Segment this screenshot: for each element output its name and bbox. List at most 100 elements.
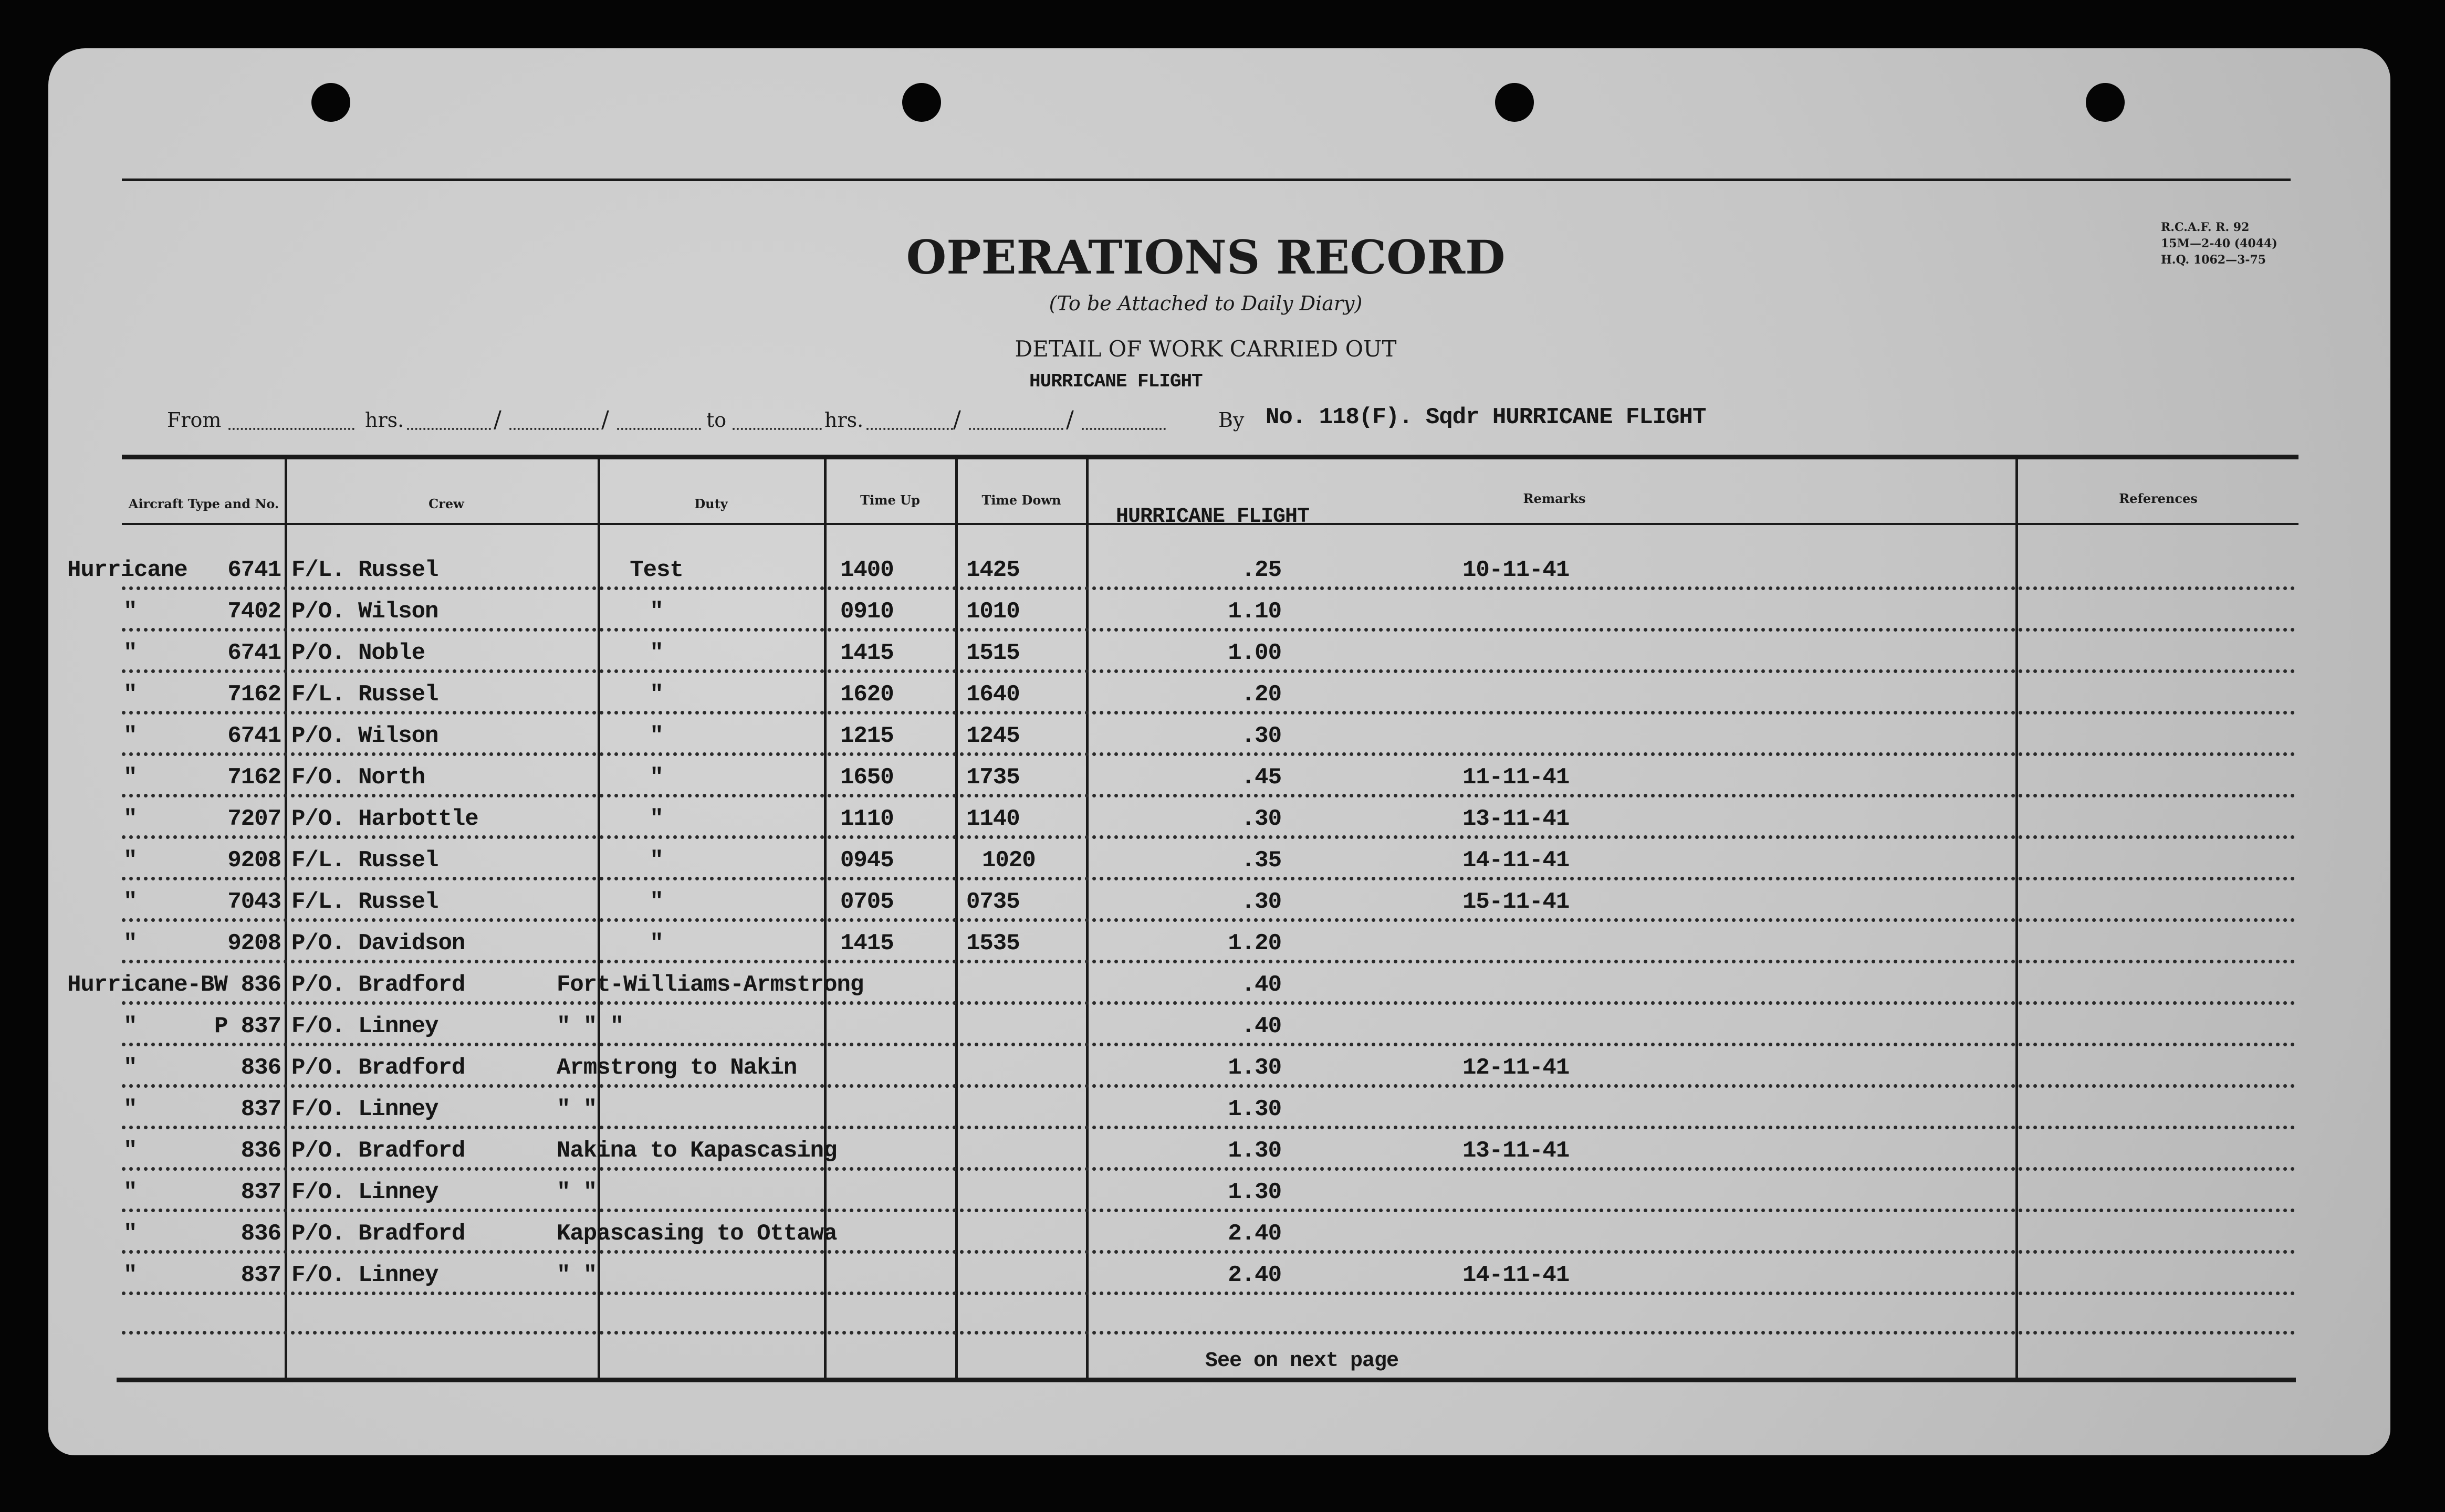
aircraft-type: " (123, 847, 137, 874)
remark-date: 12-11-41 (1462, 1055, 1570, 1081)
remarks-heading-typed: HURRICANE FLIGHT (1116, 505, 1310, 529)
row-dotted-line (122, 711, 2296, 715)
aircraft-number: 837 (241, 1096, 281, 1122)
aircraft-type: " (123, 1138, 137, 1164)
aircraft-type: Hurricane-BW (67, 972, 228, 998)
duty: " (650, 806, 663, 832)
row-dotted-line (122, 1084, 2296, 1088)
column-header-aircraft: Aircraft Type and No. (128, 496, 279, 511)
duty: " (650, 847, 663, 874)
time-up: 1415 (840, 930, 894, 957)
crew-member: P/O. Noble (291, 640, 425, 666)
aircraft-number: 7402 (227, 598, 281, 625)
from-label: From (167, 408, 222, 432)
punch-hole (1495, 83, 1534, 122)
crew-member: F/O. Linney (291, 1013, 438, 1040)
remark-date: 13-11-41 (1462, 806, 1570, 832)
flight-duration: .30 (1241, 723, 1282, 749)
punch-hole (311, 83, 350, 122)
route: " " (557, 1179, 597, 1205)
row-dotted-line (122, 794, 2296, 797)
row-dotted-line (122, 752, 2296, 756)
column-header-time-down: Time Down (981, 492, 1061, 508)
row-dotted-line (122, 628, 2296, 632)
duty: " (650, 640, 663, 666)
aircraft-number: 7043 (227, 889, 281, 915)
route: Armstrong to Nakin (557, 1055, 797, 1081)
aircraft-number: 837 (241, 1262, 281, 1288)
crew-member: P/O. Bradford (291, 1055, 465, 1081)
squadron-name: No. 118(F). Sqdr HURRICANE FLIGHT (1266, 404, 1706, 430)
form-code-line: 15M—2-40 (4044) (2161, 237, 2277, 250)
aircraft-number: 836 (241, 1138, 281, 1164)
time-up: 0910 (840, 598, 894, 625)
flight-duration: 1.30 (1228, 1096, 1282, 1122)
crew-member: P/O. Wilson (291, 723, 438, 749)
aircraft-type: " (123, 1221, 137, 1247)
row-dotted-line (122, 1126, 2296, 1129)
aircraft-type: " (123, 1179, 137, 1205)
time-down: 1735 (966, 764, 1020, 791)
row-dotted-line (122, 877, 2296, 880)
flight-duration: 1.30 (1228, 1179, 1282, 1205)
flight-duration: .40 (1241, 972, 1282, 998)
flight-duration: .35 (1241, 847, 1282, 874)
aircraft-type: " (123, 1013, 137, 1040)
crew-member: F/O. Linney (291, 1096, 438, 1122)
operations-record-form (48, 48, 2390, 1455)
crew-member: P/O. Bradford (291, 972, 465, 998)
form-code-line: R.C.A.F. R. 92 (2161, 220, 2250, 234)
remark-date: 10-11-41 (1462, 557, 1570, 583)
time-down: 1535 (966, 930, 1020, 957)
column-header-time-up: Time Up (860, 492, 920, 508)
flight-duration: 2.40 (1228, 1262, 1282, 1288)
remark-date: 14-11-41 (1462, 1262, 1570, 1288)
column-header-remarks: Remarks (1523, 491, 1586, 506)
hrs-label: hrs. (365, 408, 404, 432)
page-title: OPERATIONS RECORD (906, 230, 1506, 285)
remark-date: 14-11-41 (1462, 847, 1570, 874)
flight-duration: .45 (1241, 764, 1282, 791)
aircraft-number: 6741 (227, 640, 281, 666)
time-down: 1245 (966, 723, 1020, 749)
duty: Test (630, 557, 684, 583)
crew-member: P/O. Davidson (291, 930, 465, 957)
row-dotted-line (122, 1292, 2296, 1295)
flight-duration: 1.20 (1228, 930, 1282, 957)
route: " " (557, 1096, 597, 1122)
aircraft-type: " (123, 930, 137, 957)
duty: " (650, 681, 663, 708)
duty: " (650, 930, 663, 957)
row-dotted-line (122, 669, 2296, 673)
form-code-line: H.Q. 1062—3-75 (2161, 253, 2266, 267)
aircraft-type: " (123, 598, 137, 625)
crew-member: F/L. Russel (291, 889, 438, 915)
hrs-label: hrs. (824, 408, 864, 432)
table-top-rule (122, 455, 2298, 459)
flight-duration: .20 (1241, 681, 1282, 708)
detail-overtype: HURRICANE FLIGHT (1029, 371, 1203, 392)
aircraft-type: " (123, 1055, 137, 1081)
crew-member: F/L. Russel (291, 681, 438, 708)
remark-date: 15-11-41 (1462, 889, 1570, 915)
aircraft-type: " (123, 1096, 137, 1122)
crew-member: P/O. Wilson (291, 598, 438, 625)
flight-duration: 2.40 (1228, 1221, 1282, 1247)
aircraft-number: 837 (241, 1179, 281, 1205)
time-up: 1400 (840, 557, 894, 583)
page-subtitle: (To be Attached to Daily Diary) (1049, 292, 1363, 315)
punch-hole (2086, 83, 2125, 122)
flight-duration: .25 (1241, 557, 1282, 583)
column-header-references: References (2119, 491, 2198, 506)
route: " " " (557, 1013, 624, 1040)
crew-member: P/O. Harbottle (291, 806, 479, 832)
aircraft-number: 9208 (227, 847, 281, 874)
crew-member: F/L. Russel (291, 847, 438, 874)
crew-member: F/O. North (291, 764, 425, 791)
aircraft-type: " (123, 640, 137, 666)
row-dotted-line (122, 1209, 2296, 1212)
detail-label: DETAIL OF WORK CARRIED OUT (1015, 336, 1397, 362)
punch-hole (902, 83, 941, 122)
aircraft-number: 6741 (227, 557, 281, 583)
